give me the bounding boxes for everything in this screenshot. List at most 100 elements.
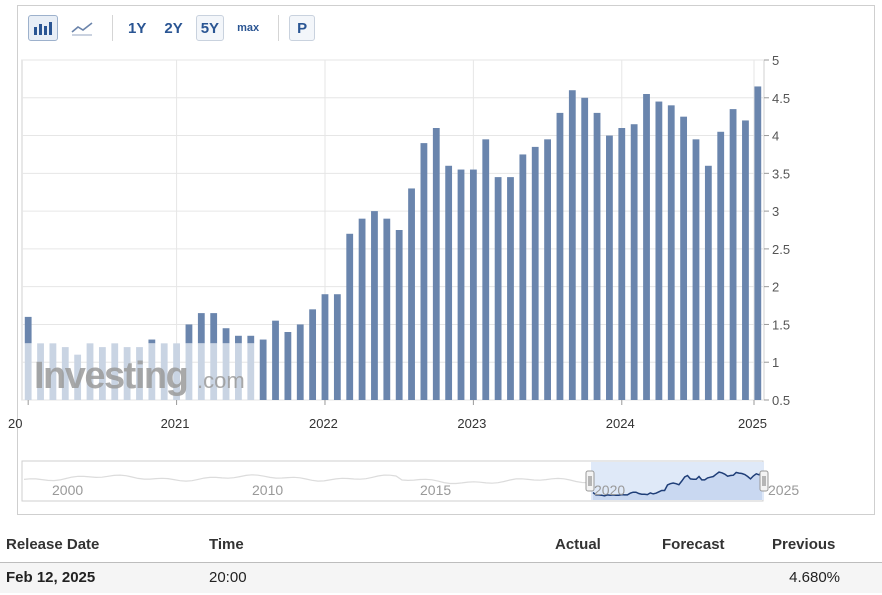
- release-table: Release Date Time Actual Forecast Previo…: [0, 528, 882, 593]
- bar: [136, 347, 143, 400]
- y-tick-label: 3.5: [772, 166, 790, 181]
- bar: [61, 347, 69, 400]
- header-actual[interactable]: Actual: [555, 536, 601, 553]
- bar-chart-button[interactable]: [28, 15, 58, 41]
- bar: [346, 233, 354, 400]
- y-tick-label: 4: [772, 129, 779, 144]
- bar: [717, 131, 725, 400]
- x-tick-label: 2024: [606, 416, 635, 431]
- header-release-date[interactable]: Release Date: [6, 536, 100, 553]
- range-max-button[interactable]: max: [237, 22, 260, 34]
- bar: [358, 218, 366, 400]
- bar: [643, 94, 650, 400]
- bar: [692, 139, 700, 401]
- line-chart-button[interactable]: [66, 15, 98, 41]
- bar: [482, 139, 490, 401]
- watermark-suffix: .com: [197, 368, 245, 393]
- bar: [655, 101, 663, 401]
- y-tick-label: 3: [772, 204, 779, 219]
- bar-faded-segment: [148, 343, 156, 400]
- bar: [630, 124, 638, 400]
- navigator[interactable]: 2000 2010 2015 2020 2025: [21, 460, 799, 502]
- bar: [593, 112, 601, 400]
- navigator-year-label: 2015: [420, 482, 451, 498]
- y-axis: 0.5 1 1.5 2 2.5 3 3.5 4 4.5 5: [764, 53, 790, 408]
- bar: [210, 313, 218, 344]
- range-5y-button[interactable]: 5Y: [195, 15, 225, 41]
- navigator-year-label: 2025: [768, 482, 799, 498]
- bar: [148, 339, 156, 344]
- table-header: Release Date Time Actual Forecast Previo…: [0, 528, 882, 563]
- bar: [581, 97, 589, 401]
- bar-faded-segment: [185, 343, 193, 400]
- bar: [24, 316, 32, 344]
- bar: [432, 128, 440, 400]
- watermark-brand: Investing: [34, 355, 187, 397]
- x-axis: 20 2021 2022 2023 2024 2025: [8, 400, 767, 431]
- bar-chart-icon: [34, 22, 52, 35]
- bar-faded-segment: [24, 343, 32, 400]
- row-time: 20:00: [209, 569, 247, 586]
- bars: [24, 86, 762, 401]
- bar: [494, 177, 502, 400]
- bar: [74, 354, 82, 400]
- p-button[interactable]: P: [289, 15, 316, 41]
- bar-faded-segment: [197, 343, 205, 400]
- bar: [123, 347, 131, 400]
- bar-faded-segment: [222, 343, 230, 400]
- range-2y-button[interactable]: 2Y: [164, 19, 183, 37]
- navigator-history-line: [23, 474, 589, 485]
- bar: [680, 116, 688, 401]
- bar: [457, 169, 465, 400]
- row-release-date: Feb 12, 2025: [6, 569, 96, 586]
- bar: [445, 165, 453, 400]
- bar: [383, 218, 391, 400]
- bar: [321, 294, 329, 400]
- bar: [49, 343, 57, 400]
- x-tick-label: 2022: [309, 416, 338, 431]
- navigator-left-handle[interactable]: [585, 470, 595, 492]
- range-1y-button[interactable]: 1Y: [128, 19, 147, 37]
- bar: [185, 324, 193, 344]
- bar: [259, 339, 267, 400]
- bar: [556, 112, 564, 400]
- y-tick-label: 0.5: [772, 393, 790, 408]
- header-forecast[interactable]: Forecast: [662, 536, 725, 553]
- bar-chart: 0.511.522.533.544.55 20 2021 2022 2023 2024 2…: [8, 53, 799, 502]
- y-tick-label: 2.5: [772, 242, 790, 257]
- bar: [519, 154, 527, 400]
- navigator-right-handle[interactable]: [759, 470, 769, 492]
- investing-watermark: Investing .com: [34, 355, 245, 397]
- bar: [395, 230, 403, 400]
- bar: [111, 343, 119, 400]
- bar: [235, 335, 242, 344]
- bar: [754, 86, 762, 400]
- bar-faded-segment: [235, 343, 242, 400]
- bar: [284, 332, 292, 400]
- plot-area-border: [21, 59, 765, 401]
- bar: [420, 143, 428, 400]
- x-tick-label: 2021: [161, 416, 190, 431]
- bar-faded-segment: [210, 343, 218, 400]
- bar: [507, 177, 514, 400]
- y-tick-label: 1: [772, 355, 779, 370]
- bar: [160, 343, 168, 400]
- bar: [247, 335, 255, 344]
- navigator-year-label: 2000: [52, 482, 83, 498]
- navigator-line: [592, 471, 763, 497]
- bar: [544, 139, 551, 401]
- bar: [371, 211, 378, 400]
- toolbar-divider: [112, 15, 113, 41]
- y-tick-label: 2: [772, 280, 779, 295]
- bar: [173, 343, 180, 400]
- toolbar-divider-2: [278, 15, 280, 41]
- y-tick-label: 5: [772, 53, 779, 68]
- x-tick-label: 20: [8, 416, 22, 431]
- grid: [21, 59, 765, 401]
- row-previous: 4.680%: [789, 569, 840, 586]
- bar: [222, 328, 230, 344]
- header-previous[interactable]: Previous: [772, 536, 836, 553]
- header-time[interactable]: Time: [209, 536, 244, 553]
- bar: [296, 324, 304, 400]
- bar: [606, 135, 613, 401]
